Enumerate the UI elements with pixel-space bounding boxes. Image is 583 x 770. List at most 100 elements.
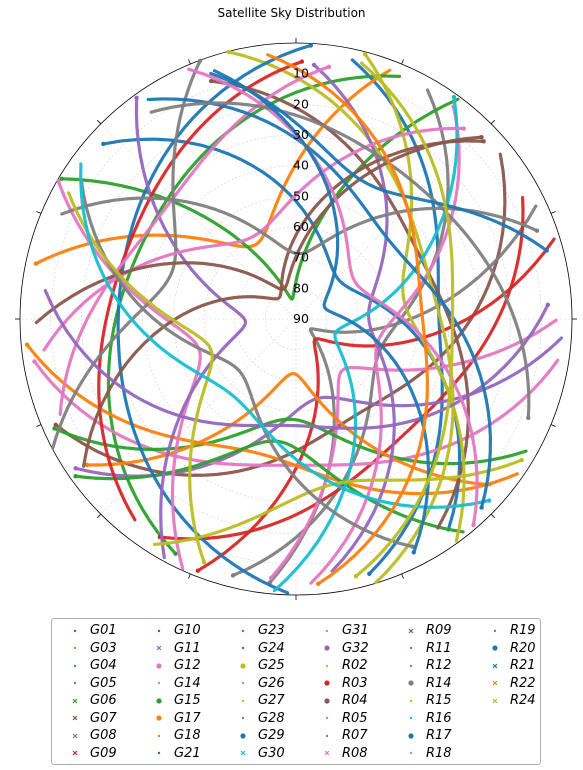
track-R22 [266, 53, 429, 586]
azimuth-tick [188, 59, 191, 65]
chart-title: Satellite Sky Distribution [217, 6, 366, 20]
legend-marker-icon [60, 747, 90, 759]
track-end-G27 [226, 49, 231, 55]
azimuth-tick [97, 120, 102, 125]
track-end-R14 [410, 544, 415, 549]
track-R05 [58, 65, 331, 416]
legend-item-R07: R07 [312, 727, 396, 745]
track-end-R20 [544, 248, 549, 253]
legend-marker-icon [60, 695, 90, 707]
legend-label: G29 [258, 728, 285, 744]
legend-label: G17 [174, 710, 201, 726]
legend-label: R21 [510, 658, 536, 674]
legend-item-G07: G07 [60, 710, 144, 728]
legend-label: R08 [342, 745, 368, 761]
legend-label: G31 [342, 623, 369, 639]
legend-label: R12 [426, 658, 452, 674]
azimuth-tick [401, 59, 404, 65]
legend-item-G18: G18 [144, 727, 228, 745]
legend-marker-icon [228, 625, 258, 637]
track-end-G11 [73, 466, 78, 471]
azimuth-tick [36, 211, 42, 214]
track-end-G15 [52, 426, 57, 431]
legend-label: R20 [510, 640, 536, 656]
legend-label: G21 [174, 745, 201, 761]
track-G03 [34, 68, 392, 266]
legend-label: G27 [258, 693, 285, 709]
track-R16 [79, 162, 491, 509]
track-G30 [272, 95, 459, 593]
legend-marker-icon [480, 642, 510, 654]
track-end-G17 [24, 342, 30, 347]
legend-label: G01 [90, 623, 117, 639]
azimuth-spoke [295, 318, 492, 515]
azimuth-spoke [100, 123, 297, 320]
track-R04 [82, 139, 486, 468]
legend-item-G32: G32 [312, 640, 396, 658]
legend-label: G07 [90, 710, 117, 726]
legend: G01 G03 G04 G05 G06 G07 G08 G09 G10 G11 G12 G14 G15 G… [51, 618, 541, 765]
legend-item-G15: G15 [144, 692, 228, 710]
legend-item-R15: R15 [396, 692, 480, 710]
legend-item-G01: G01 [60, 622, 144, 640]
track-end-R11 [545, 302, 551, 307]
legend-marker-icon [228, 642, 258, 654]
legend-item-G25: G25 [228, 657, 312, 675]
legend-item-G24: G24 [228, 640, 312, 658]
legend-marker-icon [144, 695, 174, 707]
track-end-G10 [195, 568, 201, 573]
track-end-G12 [32, 359, 37, 364]
track-end-G06 [59, 176, 64, 181]
satellite-tracks [24, 43, 564, 595]
track-end-R18 [471, 522, 476, 528]
track-end-G07 [53, 422, 58, 427]
legend-label: R07 [342, 728, 368, 744]
elevation-tick-label: 50 [293, 188, 309, 203]
elevation-tick-label: 60 [293, 219, 309, 234]
legend-marker-icon [228, 695, 258, 707]
legend-label: R15 [426, 693, 452, 709]
legend-item-R19: R19 [480, 622, 564, 640]
elevation-tick-label: 10 [293, 66, 309, 81]
legend-label: R09 [426, 623, 452, 639]
legend-marker-icon [144, 712, 174, 724]
legend-label: R04 [342, 693, 368, 709]
legend-marker-icon [396, 677, 426, 689]
legend-marker-icon [60, 730, 90, 742]
legend-label: G03 [90, 640, 117, 656]
legend-label: G28 [258, 710, 285, 726]
track-end-R19 [526, 415, 531, 421]
track-R11 [43, 289, 550, 430]
legend-item-G21: G21 [144, 745, 228, 763]
polar-sky-plot: 90 80 70 60 50 40 30 20 10 [15, 38, 577, 600]
track-G25 [363, 52, 466, 543]
track-end-R05 [326, 64, 332, 69]
track-G27 [227, 50, 455, 585]
legend-marker-icon [396, 625, 426, 637]
track-end-G25 [362, 51, 368, 57]
azimuth-spoke [100, 318, 297, 515]
legend-item-G12: G12 [144, 657, 228, 675]
legend-marker-icon [228, 660, 258, 672]
track-R07 [51, 59, 202, 450]
azimuth-tick [36, 424, 42, 427]
legend-item-G29: G29 [228, 727, 312, 745]
track-end-R22 [315, 581, 321, 587]
track-G32 [134, 96, 248, 560]
legend-label: G32 [342, 640, 369, 656]
track-R14 [79, 178, 414, 549]
legend-label: R19 [510, 623, 536, 639]
legend-label: G12 [174, 658, 201, 674]
legend-label: R14 [426, 675, 452, 691]
legend-marker-icon [480, 625, 510, 637]
legend-marker-icon [312, 695, 342, 707]
track-end-G30 [451, 94, 457, 100]
track-R17 [146, 97, 493, 510]
legend-item-R02: R02 [312, 657, 396, 675]
legend-label: G14 [174, 675, 201, 691]
elevation-tick-label: 90 [293, 311, 309, 326]
legend-marker-icon [228, 677, 258, 689]
legend-label: G09 [90, 745, 117, 761]
legend-label: G18 [174, 728, 201, 744]
legend-item-R04: R04 [312, 692, 396, 710]
